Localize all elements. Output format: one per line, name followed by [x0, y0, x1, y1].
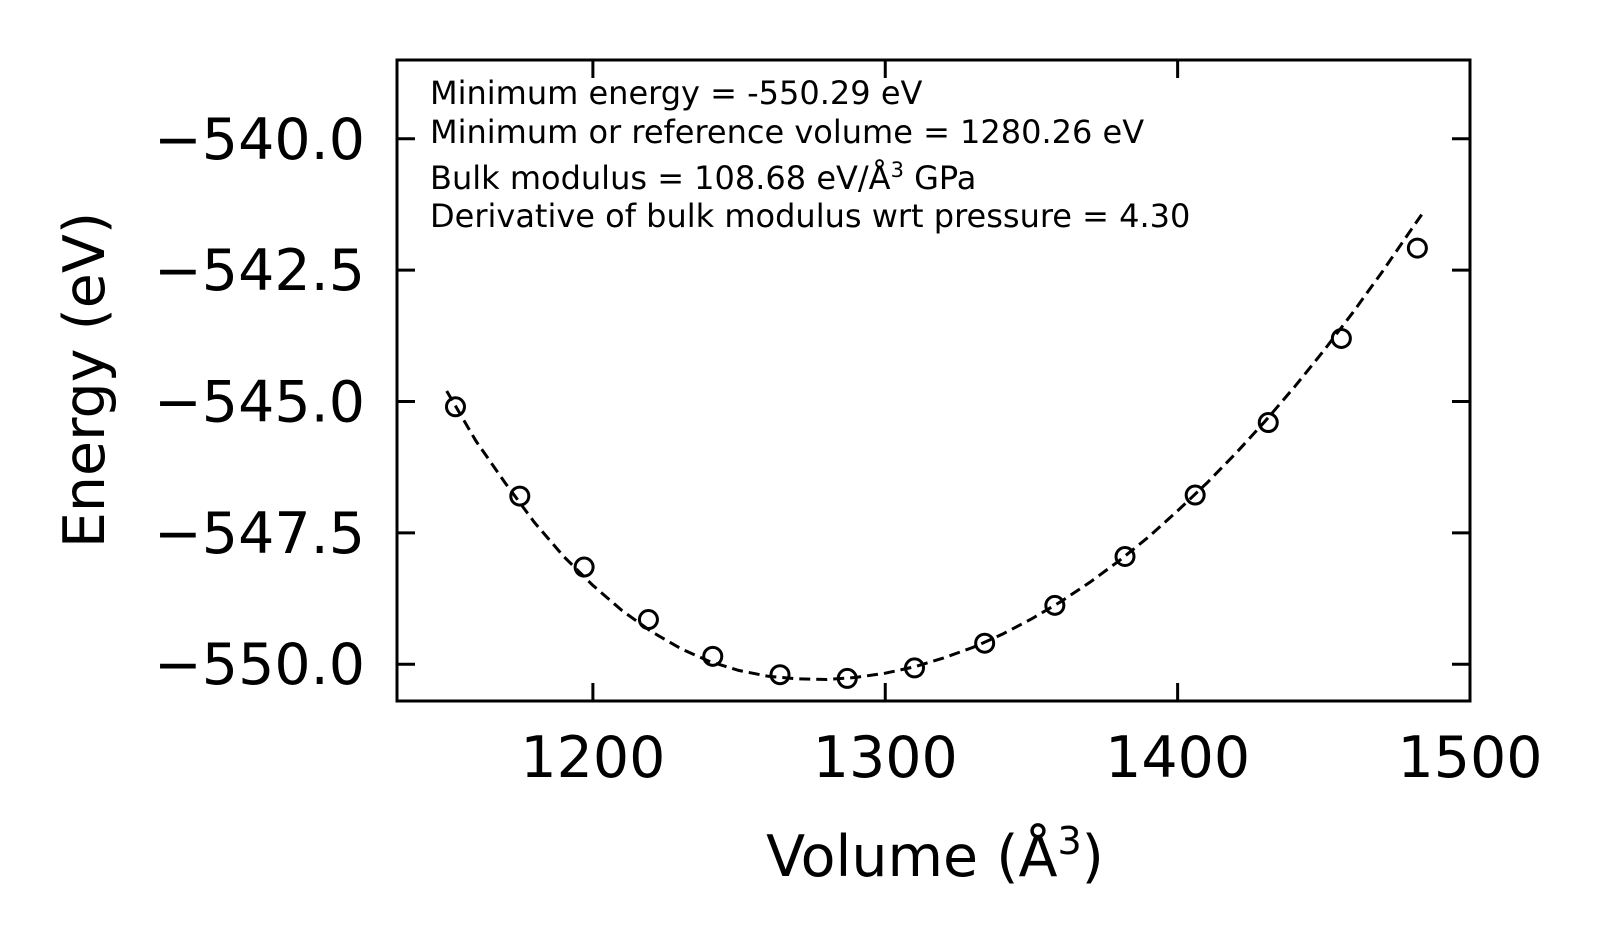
data-point	[637, 609, 659, 631]
x-axis-label-sup: 3	[1057, 819, 1081, 863]
y-tick-label: −547.5	[154, 501, 365, 567]
data-point	[769, 664, 791, 686]
data-point	[1114, 546, 1136, 568]
annotation-bulk-modulus: Bulk modulus = 108.68 eV/Å3 GPa	[430, 158, 976, 197]
annotation-ref-volume: Minimum or reference volume = 1280.26 eV	[430, 113, 1144, 151]
data-point	[702, 645, 724, 667]
data-point	[974, 632, 996, 654]
data-point	[836, 667, 858, 689]
x-axis-label-close: )	[1082, 824, 1104, 890]
x-axis-label-text: Volume (Å	[766, 822, 1057, 890]
data-point	[509, 485, 531, 507]
x-tick-label: 1400	[1105, 725, 1250, 791]
x-axis-label: Volume (Å3)	[766, 819, 1104, 890]
annotation-bulk-modulus-unit: GPa	[904, 159, 976, 197]
y-tick-label: −540.0	[154, 107, 365, 173]
y-tick-label: −550.0	[154, 632, 365, 698]
data-point	[1257, 412, 1279, 434]
y-axis-label: Energy (eV)	[52, 212, 118, 548]
x-tick-label: 1500	[1397, 725, 1542, 791]
ticks-layer	[397, 60, 1472, 701]
data-point	[1044, 594, 1066, 616]
x-tick-label: 1200	[520, 725, 665, 791]
data-points-layer	[444, 237, 1428, 689]
annotation-block: Minimum energy = -550.29 eV Minimum or r…	[430, 74, 1190, 235]
data-point	[903, 657, 925, 679]
data-point	[1184, 484, 1206, 506]
data-point	[444, 396, 466, 418]
data-point	[573, 556, 595, 578]
y-tick-label: −542.5	[154, 238, 365, 304]
tick-labels-layer: 1200 1300 1400 1500 −540.0 −542.5 −545.0 −547.5…	[154, 107, 1542, 791]
data-point	[1406, 237, 1428, 259]
x-tick-label: 1300	[813, 725, 958, 791]
annotation-bulk-derivative: Derivative of bulk modulus wrt pressure …	[430, 197, 1190, 235]
fit-curve	[445, 211, 1425, 682]
data-point	[1330, 327, 1352, 349]
y-tick-label: −545.0	[154, 370, 365, 436]
plot-frame	[395, 58, 1472, 703]
fit-curve-layer	[445, 211, 1425, 682]
annotation-min-energy: Minimum energy = -550.29 eV	[430, 74, 923, 112]
annotation-bulk-modulus-sup: 3	[891, 158, 904, 182]
annotation-bulk-modulus-text: Bulk modulus = 108.68 eV/Å	[430, 159, 891, 197]
